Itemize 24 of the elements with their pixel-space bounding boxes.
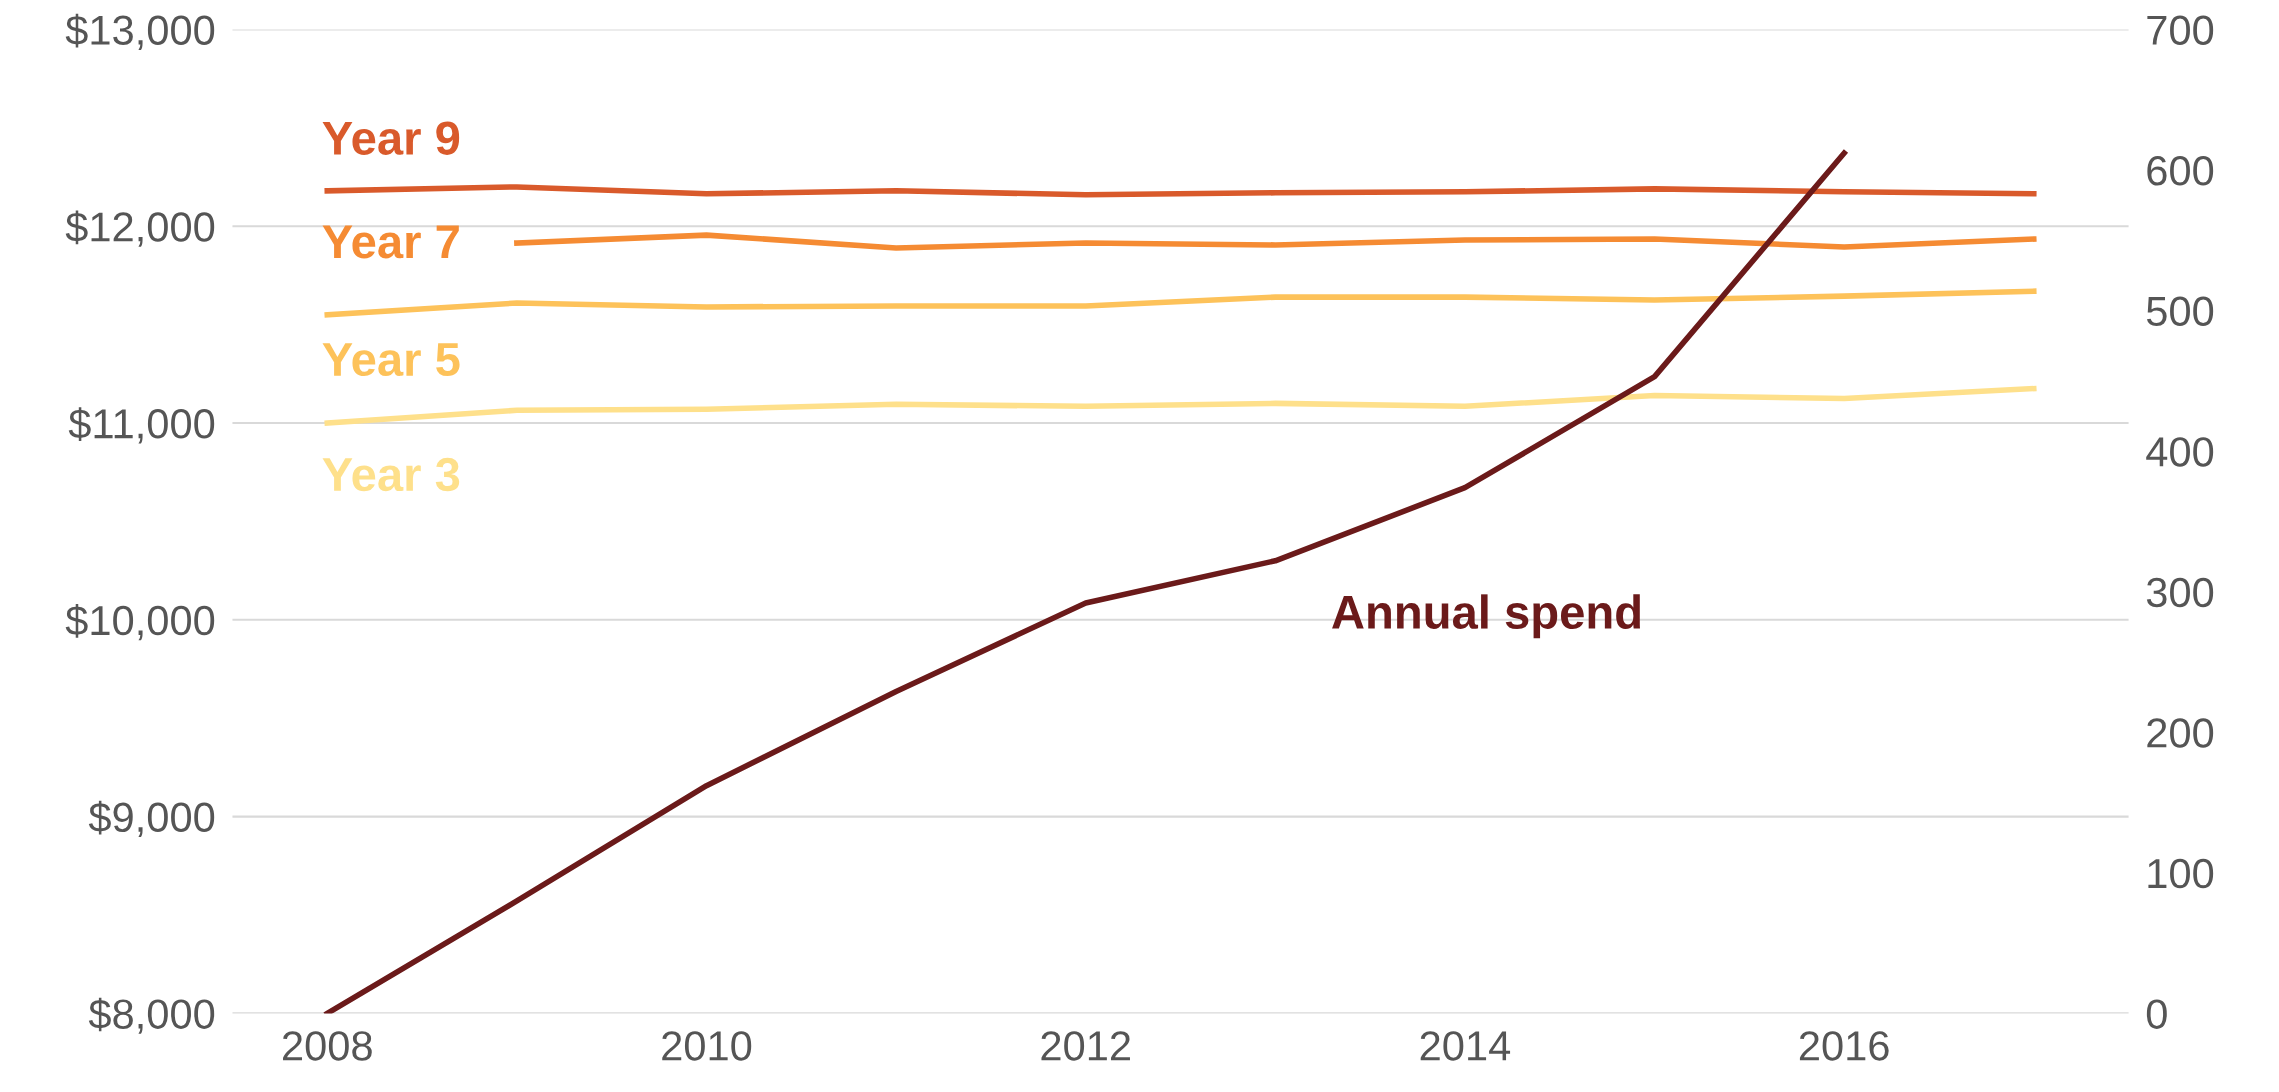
y-tick-label: $13,000 bbox=[65, 13, 215, 50]
x-tick-label: 2014 bbox=[1420, 1031, 1511, 1061]
x-tick-label: 2010 bbox=[662, 1031, 752, 1061]
y2-tick-label: 700 bbox=[2147, 15, 2214, 45]
y-tick-label: $12,000 bbox=[65, 210, 215, 247]
y2-tick-label: 300 bbox=[2146, 577, 2214, 608]
y2-tick-label: 0 bbox=[2146, 999, 2167, 1029]
y2-tick-label: 200 bbox=[2147, 718, 2214, 748]
x-tick-label: 2008 bbox=[283, 1031, 372, 1061]
series-label: Year 9 bbox=[322, 121, 460, 155]
series-label: Annual spend bbox=[1332, 594, 1640, 639]
y2-tick-label: 400 bbox=[2146, 437, 2214, 467]
series-label: Year 7 bbox=[322, 225, 459, 259]
y-tick-label: $9,000 bbox=[88, 800, 215, 838]
y2-tick-label: 500 bbox=[2146, 296, 2214, 327]
series-label: Year 5 bbox=[322, 343, 460, 377]
y-tick-label: $11,000 bbox=[68, 407, 215, 444]
y2-tick-label: 600 bbox=[2147, 156, 2214, 186]
y-tick-label: $10,000 bbox=[65, 604, 215, 641]
y2-tick-label: 100 bbox=[2148, 858, 2214, 889]
x-tick-label: 2016 bbox=[1799, 1031, 1889, 1061]
series-label: Year 3 bbox=[322, 457, 460, 492]
y-tick-label: $8,000 bbox=[88, 997, 215, 1034]
x-tick-label: 2012 bbox=[1041, 1031, 1130, 1061]
